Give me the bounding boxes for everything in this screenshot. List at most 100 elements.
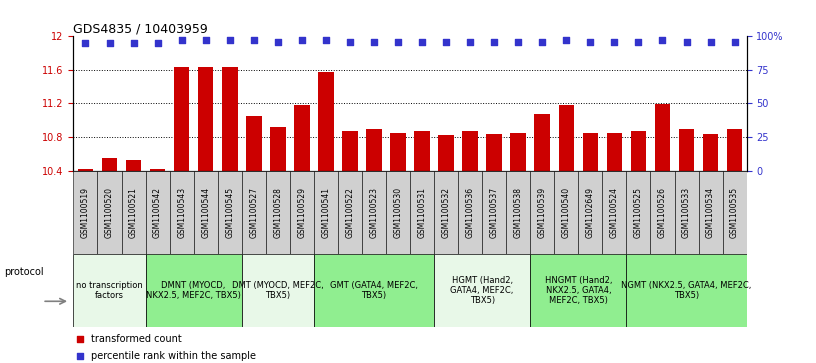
Point [392,39,405,45]
Bar [534,114,550,171]
Bar [679,129,694,171]
Point [728,39,741,45]
Bar [554,171,579,254]
Bar [242,171,266,254]
Bar [366,129,382,171]
Bar [97,171,122,254]
Text: GSM1100528: GSM1100528 [273,187,282,238]
Text: GSM1100545: GSM1100545 [225,187,234,238]
Bar [530,254,627,327]
Bar [314,254,434,327]
Text: GSM1100523: GSM1100523 [370,187,379,238]
Bar [627,171,650,254]
Bar [342,131,357,171]
Bar [506,171,530,254]
Bar [122,171,145,254]
Text: percentile rank within the sample: percentile rank within the sample [91,351,256,361]
Text: GSM1100520: GSM1100520 [105,187,114,238]
Bar [362,171,386,254]
Bar [434,254,530,327]
Point [536,39,549,45]
Text: GSM1100540: GSM1100540 [562,187,571,238]
Bar [602,171,627,254]
Point [344,39,357,45]
Bar [434,171,458,254]
Text: HGMT (Hand2,
GATA4, MEF2C,
TBX5): HGMT (Hand2, GATA4, MEF2C, TBX5) [450,276,514,305]
Point [73,353,86,359]
Bar [458,171,482,254]
Bar [675,171,698,254]
Point [463,39,477,45]
Text: GSM1100538: GSM1100538 [514,187,523,238]
Point [367,39,380,45]
Bar [218,171,242,254]
Text: HNGMT (Hand2,
NKX2.5, GATA4,
MEF2C, TBX5): HNGMT (Hand2, NKX2.5, GATA4, MEF2C, TBX5… [544,276,612,305]
Text: GSM1100530: GSM1100530 [393,187,402,238]
Text: GSM1100527: GSM1100527 [249,187,258,238]
Point [224,37,237,43]
Text: GSM1100544: GSM1100544 [202,187,211,238]
Text: protocol: protocol [4,267,44,277]
Text: GSM1100522: GSM1100522 [345,187,354,238]
Point [583,39,596,45]
Bar [511,133,526,171]
Point [295,37,308,43]
Bar [314,171,338,254]
Point [151,40,164,46]
Text: GSM1100529: GSM1100529 [297,187,306,238]
Text: GMT (GATA4, MEF2C,
TBX5): GMT (GATA4, MEF2C, TBX5) [330,281,418,300]
Bar [197,68,214,171]
Text: GSM1100537: GSM1100537 [490,187,499,238]
Bar [654,104,670,171]
Bar [266,171,290,254]
Point [488,39,501,45]
Point [632,39,645,45]
Point [512,39,525,45]
Point [415,39,428,45]
Bar [650,171,675,254]
Bar [631,131,646,171]
Bar [338,171,362,254]
Bar [558,105,574,171]
Text: GSM1100543: GSM1100543 [177,187,186,238]
Text: transformed count: transformed count [91,334,182,344]
Text: NGMT (NKX2.5, GATA4, MEF2C,
TBX5): NGMT (NKX2.5, GATA4, MEF2C, TBX5) [621,281,752,300]
Point [247,37,260,43]
Bar [463,131,478,171]
Text: DMT (MYOCD, MEF2C,
TBX5): DMT (MYOCD, MEF2C, TBX5) [232,281,324,300]
Bar [579,171,602,254]
Bar [583,133,598,171]
Text: GSM1100519: GSM1100519 [81,187,90,238]
Bar [727,129,743,171]
Bar [723,171,747,254]
Point [271,39,284,45]
Bar [78,169,93,171]
Point [199,37,212,43]
Text: GSM1102649: GSM1102649 [586,187,595,238]
Point [608,39,621,45]
Text: GSM1100521: GSM1100521 [129,187,138,238]
Point [73,337,86,342]
Bar [246,116,262,171]
Bar [386,171,410,254]
Bar [73,254,145,327]
Point [440,39,453,45]
Text: GSM1100534: GSM1100534 [706,187,715,238]
Point [560,37,573,43]
Bar [486,134,502,171]
Point [79,40,92,46]
Bar [410,171,434,254]
Point [656,37,669,43]
Text: GSM1100541: GSM1100541 [322,187,330,238]
Bar [270,127,286,171]
Point [127,40,140,46]
Bar [698,171,723,254]
Bar [242,254,314,327]
Text: no transcription
factors: no transcription factors [76,281,143,300]
Bar [318,72,334,171]
Text: GSM1100539: GSM1100539 [538,187,547,238]
Point [175,37,188,43]
Bar [126,160,141,171]
Bar [530,171,554,254]
Text: GSM1100533: GSM1100533 [682,187,691,238]
